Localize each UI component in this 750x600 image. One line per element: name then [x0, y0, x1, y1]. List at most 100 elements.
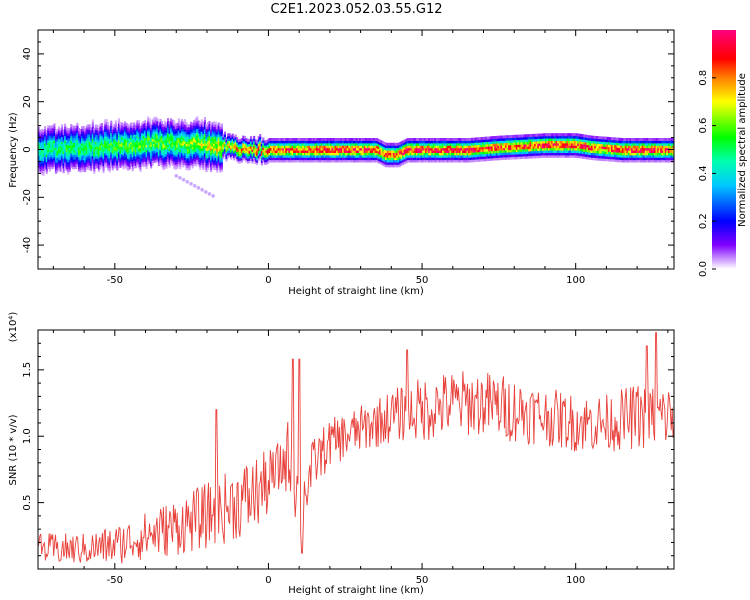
heatmap-cell	[140, 134, 143, 138]
heatmap-cell	[185, 136, 188, 140]
heatmap-cell	[501, 137, 504, 141]
heatmap-cell	[525, 136, 528, 140]
heatmap-cell	[41, 133, 44, 137]
heatmap-cell	[79, 131, 82, 135]
heatmap-cell	[99, 164, 102, 168]
heatmap-cell	[47, 132, 50, 136]
heatmap-cell	[439, 138, 442, 141]
heatmap-cell	[412, 152, 415, 156]
heatmap-cell	[183, 121, 186, 125]
heatmap-cell	[168, 128, 171, 132]
heatmap-cell	[276, 157, 279, 161]
heatmap-cell	[131, 132, 134, 136]
heatmap-cell	[119, 131, 122, 135]
heatmap-cell	[211, 155, 214, 159]
heatmap-cell	[506, 142, 509, 146]
heatmap-cell	[498, 142, 501, 146]
heatmap-cell	[210, 166, 213, 170]
heatmap-cell	[369, 154, 372, 158]
heatmap-cell	[188, 131, 191, 135]
heatmap-cell	[99, 140, 102, 144]
heatmap-cell	[44, 154, 47, 158]
heatmap-cell	[82, 140, 85, 144]
heatmap-cell	[288, 140, 291, 144]
heatmap-cell	[199, 162, 202, 166]
heatmap-cell	[160, 147, 163, 151]
heatmap-cell	[471, 149, 474, 153]
heatmap-cell	[47, 146, 50, 150]
heatmap-cell	[216, 150, 219, 154]
heatmap-cell	[200, 121, 203, 125]
heatmap-cell	[145, 163, 148, 167]
heatmap-cell	[617, 144, 620, 148]
heatmap-cell	[136, 130, 139, 134]
heatmap-cell	[331, 147, 334, 151]
heatmap-cell	[609, 137, 612, 141]
heatmap-cell	[73, 140, 76, 143]
heatmap-cell	[213, 121, 216, 125]
heatmap-cell	[44, 164, 47, 168]
heatmap-cell	[314, 145, 317, 149]
heatmap-cell	[246, 151, 249, 155]
heatmap-cell	[431, 140, 434, 144]
heatmap-cell	[629, 147, 632, 151]
heatmap-cell	[571, 133, 574, 137]
heatmap-cell	[84, 138, 87, 142]
heatmap-cell	[357, 159, 360, 163]
heatmap-cell	[343, 157, 346, 161]
heatmap-cell	[397, 142, 400, 146]
heatmap-cell	[174, 159, 177, 163]
heatmap-cell	[389, 152, 392, 156]
heatmap-cell	[449, 140, 452, 144]
heatmap-cell	[391, 142, 394, 146]
heatmap-cell	[615, 139, 618, 143]
heatmap-cell	[386, 142, 389, 146]
heatmap-cell	[250, 141, 253, 144]
heatmap-cell	[391, 145, 394, 149]
heatmap-cell	[491, 148, 494, 152]
heatmap-cell	[368, 147, 371, 151]
heatmap-cell	[248, 145, 251, 149]
heatmap-cell	[451, 157, 454, 161]
heatmap-cell	[276, 138, 279, 141]
heatmap-cell	[618, 147, 621, 151]
heatmap-cell	[151, 133, 154, 137]
heatmap-cell	[541, 145, 544, 149]
heatmap-cell	[365, 152, 368, 156]
heatmap-cell	[157, 153, 160, 157]
heatmap-cell	[581, 153, 584, 157]
heatmap-cell	[541, 143, 544, 146]
heatmap-cell	[156, 139, 159, 143]
heatmap-cell	[99, 157, 102, 161]
heatmap-cell	[482, 144, 485, 148]
heatmap-cell	[233, 135, 236, 139]
heatmap-cell	[336, 159, 339, 163]
heatmap-cell	[84, 162, 87, 165]
heatmap-cell	[39, 130, 42, 134]
heatmap-cell	[50, 154, 53, 158]
heatmap-cell	[217, 158, 220, 162]
heatmap-cell	[621, 157, 624, 161]
heatmap-cell	[475, 154, 478, 158]
heatmap-cell	[501, 157, 504, 160]
heatmap-cell	[448, 138, 451, 141]
heatmap-cell	[326, 147, 329, 151]
heatmap-cell	[133, 153, 136, 157]
heatmap-cell	[414, 150, 417, 153]
heatmap-cell	[532, 138, 535, 142]
heatmap-cell	[96, 146, 99, 150]
heatmap-cell	[68, 133, 71, 136]
heatmap-cell	[47, 149, 50, 153]
heatmap-cell	[289, 159, 292, 163]
heatmap-cell	[339, 138, 342, 141]
heatmap-cell	[561, 152, 564, 156]
heatmap-cell	[554, 142, 557, 146]
heatmap-cell	[540, 143, 543, 146]
heatmap-cell	[251, 144, 254, 148]
heatmap-cell	[541, 150, 544, 154]
heatmap-cell	[270, 152, 273, 156]
heatmap-cell	[124, 155, 127, 158]
heatmap-cell	[188, 167, 191, 171]
heatmap-cell	[102, 134, 105, 138]
heatmap-cell	[121, 122, 124, 126]
